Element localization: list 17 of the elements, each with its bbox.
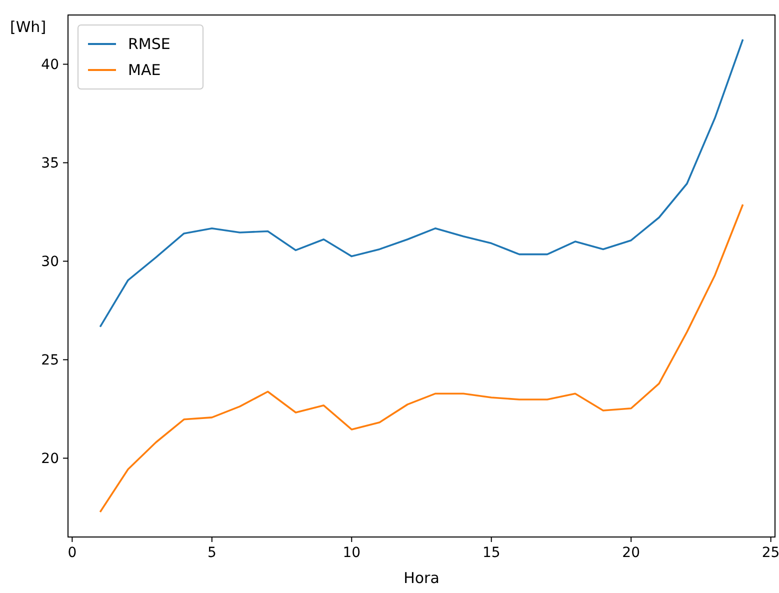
- x-axis-title: Hora: [404, 569, 440, 587]
- x-tick-label: 10: [342, 545, 361, 561]
- legend-label: MAE: [128, 61, 161, 79]
- y-axis-title: [Wh]: [10, 18, 46, 36]
- y-tick-label: 25: [41, 352, 59, 369]
- y-tick-label: 20: [41, 451, 59, 468]
- y-tick-label: 40: [41, 57, 59, 74]
- x-tick-label: 5: [207, 545, 216, 561]
- legend-label: RMSE: [128, 35, 170, 53]
- x-tick-label: 15: [482, 545, 500, 561]
- y-tick-label: 35: [41, 156, 59, 172]
- x-tick-label: 25: [762, 545, 779, 561]
- x-tick-label: 0: [68, 545, 77, 561]
- line-series: [99, 38, 744, 328]
- line-series: [99, 204, 744, 513]
- x-tick-label: 20: [622, 545, 640, 561]
- y-tick-label: 30: [41, 254, 59, 270]
